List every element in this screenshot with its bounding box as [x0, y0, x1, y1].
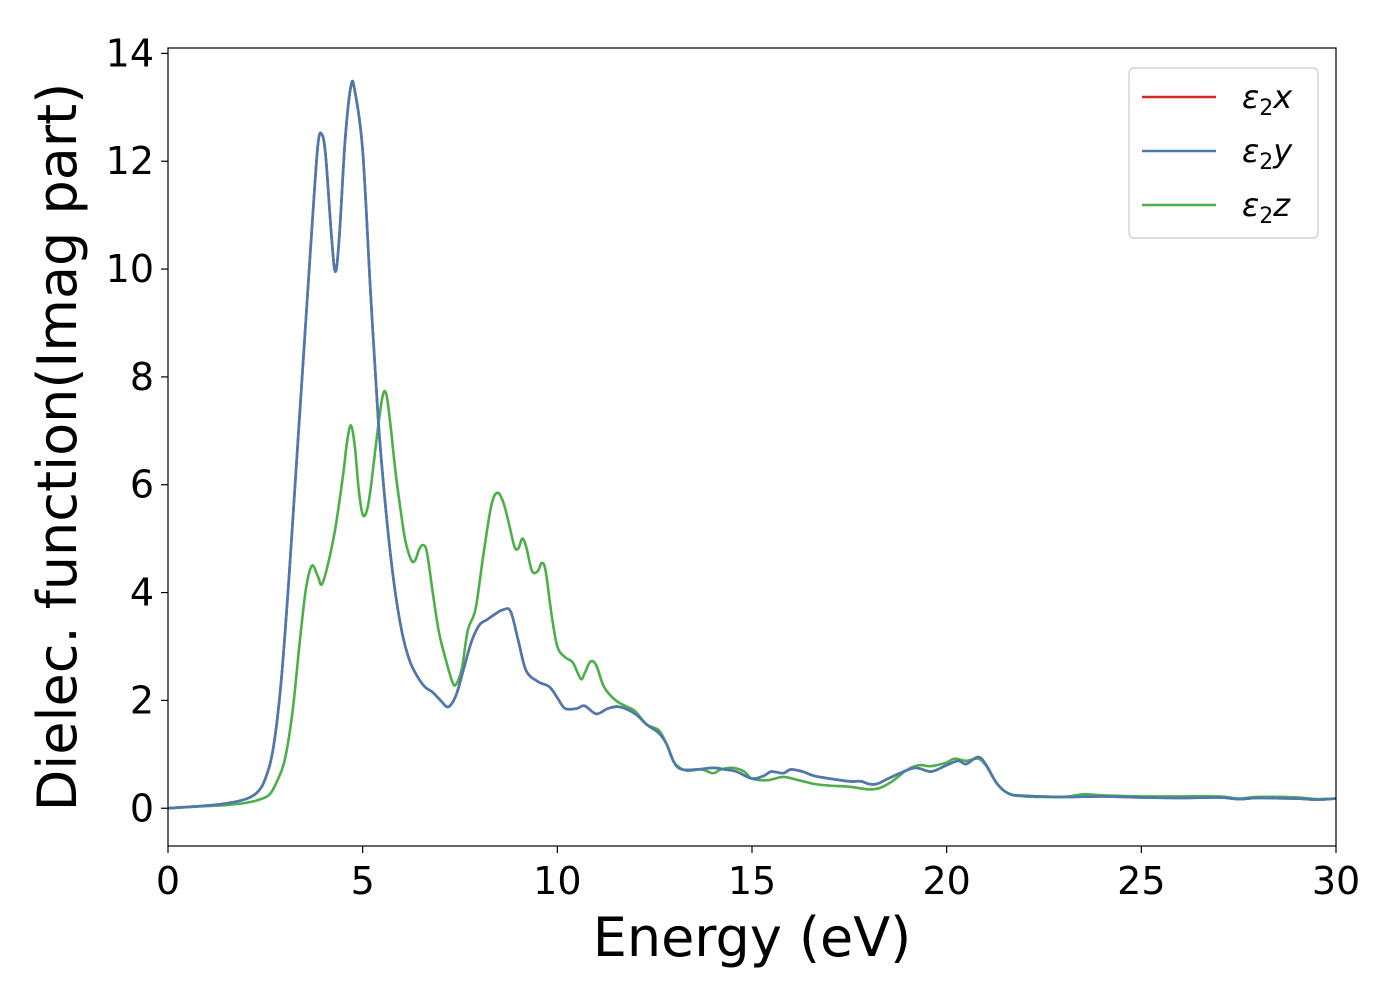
legend-box [1128, 67, 1319, 239]
y-tick-label: 2 [130, 678, 154, 722]
y-tick-label: 8 [130, 355, 154, 399]
x-tick-label: 0 [156, 859, 180, 903]
legend-label: ε2x [1242, 78, 1293, 121]
x-tick-label: 25 [1117, 859, 1165, 903]
legend-label: ε2z [1242, 186, 1291, 229]
y-axis-label: Dielec. function(Imag part) [26, 83, 89, 812]
legend-entry: ε2x [1142, 78, 1293, 121]
x-axis-label: Energy (eV) [593, 906, 912, 969]
series-layer [168, 79, 1336, 810]
legend: ε2x ε2y ε2z [1128, 67, 1319, 239]
y-tick-label: 6 [130, 463, 154, 507]
y-axis-ticks: 0 2 4 6 8 10 12 14 [106, 31, 168, 830]
legend-entry: ε2y [1142, 132, 1293, 175]
x-tick-label: 20 [922, 859, 970, 903]
x-tick-label: 15 [728, 859, 776, 903]
legend-label: ε2y [1242, 132, 1293, 175]
x-tick-label: 10 [533, 859, 581, 903]
x-axis-ticks: 0 5 10 15 20 25 30 [156, 846, 1360, 903]
y-tick-label: 0 [130, 786, 154, 830]
series-line-y [168, 79, 1336, 810]
x-tick-label: 5 [351, 859, 375, 903]
y-tick-label: 12 [106, 139, 154, 183]
y-tick-label: 14 [106, 31, 154, 75]
x-tick-label: 30 [1312, 859, 1360, 903]
y-tick-label: 4 [130, 571, 154, 615]
series-line-z [168, 389, 1336, 810]
y-tick-label: 10 [106, 247, 154, 291]
legend-entry: ε2z [1142, 186, 1291, 229]
